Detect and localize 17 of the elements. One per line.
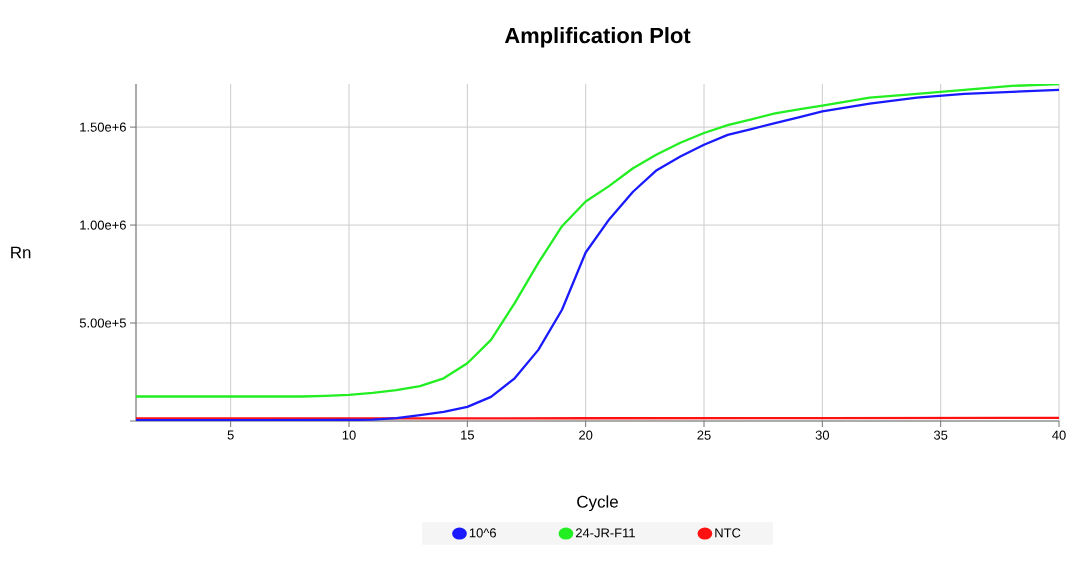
x-tick-label: 30 (815, 430, 830, 440)
y-tick-label: 5.00e+5 (79, 318, 126, 328)
y-axis-title: Rn (11, 246, 31, 259)
x-axis-title: Cycle (577, 495, 618, 512)
x-tick-label: 25 (697, 430, 711, 440)
x-tick-label: 35 (933, 430, 948, 440)
x-tick-label: 40 (1052, 430, 1066, 440)
legend-label: NTC (715, 528, 741, 538)
x-tick-label: 5 (227, 430, 234, 440)
legend-label: 24-JR-F11 (575, 528, 635, 538)
x-tick-label: 10 (342, 430, 356, 440)
y-tick-label: 1.50e+6 (80, 122, 126, 132)
x-tick-label: 20 (579, 430, 593, 440)
chart-title: Amplification Plot (504, 27, 691, 48)
x-tick-label: 15 (461, 430, 474, 440)
legend-label: 10^6 (469, 528, 496, 538)
y-tick-label: 1.00e+6 (80, 220, 126, 230)
